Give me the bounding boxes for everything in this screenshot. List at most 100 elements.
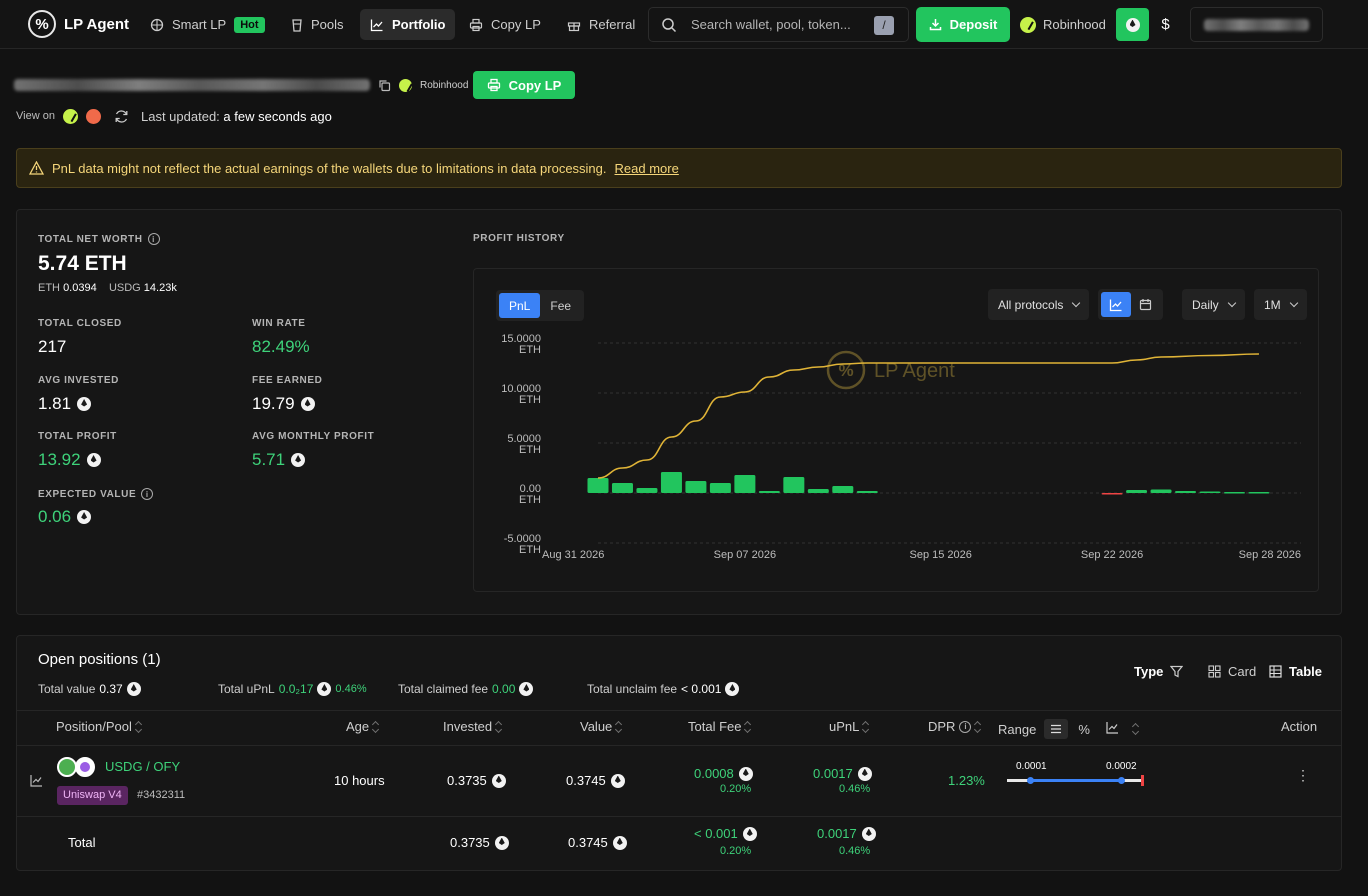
- net-worth-value: 5.74 ETH: [38, 252, 127, 275]
- token-usdg-icon: [57, 757, 77, 777]
- wallet-button[interactable]: [1190, 7, 1323, 42]
- brand-logo[interactable]: % LP Agent: [28, 10, 129, 38]
- nav-portfolio-label: Portfolio: [392, 17, 446, 32]
- y-tick-unit: ETH: [519, 344, 541, 356]
- usd-currency-toggle[interactable]: $: [1161, 16, 1170, 33]
- refresh-icon[interactable]: [114, 109, 129, 124]
- search-input[interactable]: [691, 17, 861, 32]
- warning-icon: [29, 161, 44, 175]
- copy-lp-button[interactable]: Copy LP: [473, 71, 575, 99]
- type-filter-button[interactable]: Type: [1134, 664, 1184, 679]
- col-dpr[interactable]: DPR i: [928, 719, 981, 734]
- more-actions-icon[interactable]: ⋮: [1296, 767, 1310, 783]
- watermark-text: LP Agent: [874, 360, 955, 382]
- search-icon: [661, 17, 677, 33]
- col-age[interactable]: Age: [346, 719, 379, 734]
- pnl-bar: [685, 481, 707, 493]
- cumulative-pnl-line: [597, 353, 1259, 479]
- col-action: Action: [1281, 719, 1318, 734]
- divider: [17, 745, 1341, 746]
- calendar-view-button[interactable]: [1131, 292, 1160, 317]
- eth-icon: [519, 682, 534, 696]
- eth-icon: [494, 835, 509, 850]
- total-fee-value: 0.0008: [694, 766, 753, 781]
- col-value[interactable]: Value: [580, 719, 622, 734]
- line-chart-icon: [1109, 299, 1122, 311]
- info-icon[interactable]: i: [147, 233, 160, 245]
- sort-icon: [1133, 723, 1139, 735]
- pnl-bar: [832, 486, 854, 493]
- pnl-bar: [660, 472, 682, 493]
- protocol-filter-dropdown[interactable]: All protocols: [988, 289, 1090, 320]
- interval-dropdown[interactable]: Daily: [1182, 289, 1245, 320]
- tab-pnl[interactable]: PnL: [499, 293, 541, 318]
- nav-copy-lp[interactable]: Copy LP: [459, 9, 551, 40]
- pool-name-link[interactable]: USDG / OFY: [105, 759, 181, 774]
- x-tick-label: Sep 22 2026: [1081, 549, 1143, 561]
- printer-icon: [469, 18, 483, 32]
- info-icon[interactable]: i: [141, 488, 154, 500]
- deposit-label: Deposit: [949, 17, 998, 32]
- col-invested[interactable]: Invested: [443, 719, 502, 734]
- copy-icon[interactable]: [378, 79, 391, 92]
- wallet-address-row: Robinhood: [14, 71, 468, 99]
- gift-icon: [567, 18, 581, 32]
- range-dropdown[interactable]: 1M: [1254, 289, 1307, 320]
- col-upnl[interactable]: uPnL: [829, 719, 869, 734]
- avg-invested-value: 1.81: [38, 394, 92, 414]
- pnl-bar: [1223, 492, 1245, 494]
- eth-currency-toggle[interactable]: [1116, 8, 1149, 41]
- nav-copy-lp-label: Copy LP: [491, 17, 541, 32]
- deposit-button[interactable]: Deposit: [916, 7, 1010, 42]
- y-tick-label: 5.0000: [507, 433, 541, 445]
- eth-icon: [317, 682, 332, 696]
- globe-icon: [150, 18, 164, 32]
- profit-history-chart: % LP Agent 15.0000ETH10.0000ETH5.0000ETH…: [501, 333, 1301, 561]
- sort-icon: [745, 721, 751, 733]
- col-position-pool[interactable]: Position/Pool: [56, 719, 142, 734]
- pnl-bar: [1126, 490, 1148, 493]
- explorer-icon[interactable]: [85, 108, 101, 124]
- sort-icon: [863, 721, 869, 733]
- range-list-toggle[interactable]: [1044, 719, 1069, 739]
- eth-icon: [612, 835, 627, 850]
- chart-watermark: % LP Agent: [826, 350, 955, 390]
- nav-smart-lp[interactable]: Smart LP Hot: [140, 9, 275, 40]
- chain-selector[interactable]: Robinhood: [1020, 7, 1106, 42]
- total-profit-value: 13.92: [38, 450, 101, 470]
- list-icon: [1051, 724, 1062, 734]
- line-chart-icon[interactable]: [30, 774, 43, 787]
- eth-icon: [857, 766, 872, 781]
- avg-invested-label: AVG INVESTED: [38, 375, 119, 386]
- calendar-icon: [1139, 299, 1152, 311]
- nav-smart-lp-label: Smart LP: [172, 17, 227, 32]
- range-chart-toggle[interactable]: [1106, 721, 1119, 737]
- nav-referral[interactable]: Referral: [557, 9, 645, 40]
- range-percent-toggle[interactable]: %: [1078, 721, 1090, 737]
- y-tick-unit: ETH: [519, 394, 541, 406]
- nav-portfolio[interactable]: Portfolio: [360, 9, 456, 40]
- total-upnl-summary: Total uPnL 0.0₂17 0.46%: [218, 682, 367, 696]
- filter-icon: [1170, 665, 1184, 678]
- read-more-link[interactable]: Read more: [614, 160, 679, 176]
- robinhood-explorer-icon[interactable]: [62, 108, 78, 124]
- win-rate-value: 82.49%: [252, 337, 310, 356]
- tab-fee[interactable]: Fee: [550, 298, 572, 313]
- nav-pools[interactable]: Pools: [281, 9, 354, 40]
- token-breakdown: ETH 0.0394 USDG 14.23k: [38, 282, 177, 294]
- age-value: 10 hours: [334, 773, 385, 788]
- pnl-bar: [807, 489, 829, 493]
- pnl-bar: [758, 491, 780, 493]
- pnl-bar: [856, 491, 878, 493]
- percent-logo-icon: %: [28, 10, 56, 38]
- card-view-button[interactable]: Card: [1208, 664, 1256, 679]
- pnl-bar: [709, 483, 731, 493]
- pnl-bar: [1150, 489, 1172, 493]
- svg-text:%: %: [838, 361, 853, 380]
- table-view-button[interactable]: Table: [1269, 664, 1322, 679]
- col-range: Range %: [998, 719, 1139, 739]
- col-total-fee[interactable]: Total Fee: [688, 719, 751, 734]
- line-chart-view-button[interactable]: [1101, 292, 1131, 317]
- chain-tag: Robinhood: [420, 79, 469, 91]
- open-positions-title: Open positions (1): [38, 651, 161, 668]
